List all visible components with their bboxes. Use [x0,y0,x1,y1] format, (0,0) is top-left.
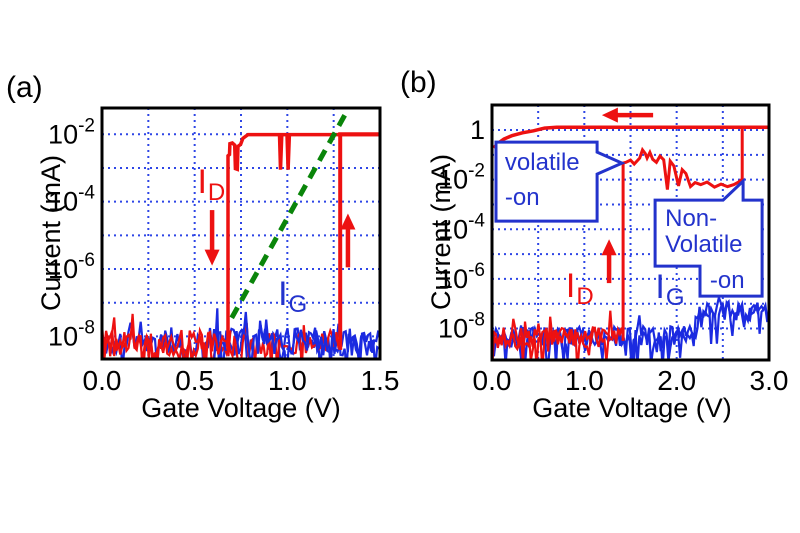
curve-label-IG: IG [655,268,684,311]
non-volatile-on-callout-box [653,177,764,298]
x-axis-title: Gate Voltage (V) [532,393,732,423]
x-tick-label: 2.0 [657,365,696,396]
y-tick-label: 10-6 [48,250,95,284]
x-tick-label: 1.5 [361,365,400,396]
curve-label-ID: ID [566,267,594,310]
non-volatile-on-callout-text: Non- [665,205,717,232]
y-tick-label: 10-4 [438,210,485,244]
y-tick-label: 1 [470,115,485,145]
volatile-on-callout-text: volatile [505,149,580,176]
reverse-sweep-arrow [601,107,654,123]
arrow-head [601,239,617,256]
x-tick-label: 0.0 [83,365,122,396]
x-axis-title: Gate Voltage (V) [141,393,341,423]
y-tick-label: 10-8 [48,317,95,351]
y-tick-label: 10-4 [48,183,95,217]
x-tick-label: 0.5 [175,365,214,396]
panel-label: (b) [400,66,437,99]
y-tick-label: 10-8 [438,309,485,343]
panel-b: volatile -on Non-Volatile -on ID IG 0.0 1.0 2.0 3… [400,66,788,423]
volatile-on-callout-text: -on [505,184,540,211]
volatile-on-callout: volatile -on [494,140,626,223]
sweep-down-arrow [204,210,220,266]
arrow-head [601,107,618,123]
y-tick-label: 10-2 [438,161,485,195]
annotations: ID IG [197,163,356,318]
non-volatile-on-callout-text: -on [710,267,745,294]
volatile-on-callout-box [494,140,626,223]
drain-current-forward-sweep [621,127,744,341]
arrow-head [340,213,356,230]
annotations: volatile -on Non-Volatile -on ID IG [494,107,764,311]
drain-current-noise-3 [103,325,232,358]
y-axis-title: Current (mA) [36,155,66,311]
x-tick-label: 3.0 [750,365,789,396]
drain-current-noise-2 [493,310,623,359]
gate-current-noise-2 [213,308,379,358]
drain-current-reverse-sweep [226,132,379,350]
plot-border [490,103,771,362]
y-tick-label: 10-2 [48,115,95,149]
non-volatile-on-callout-text: Volatile [665,231,742,258]
panel-a: ID IG 0.0 0.5 1.0 1.5 10-2 10-4 10-6 10-8 Gate Vol… [6,71,399,423]
x-tick-label: 1.0 [268,365,307,396]
non-volatile-on-callout: Non-Volatile -on [653,177,764,298]
plot-border [100,106,382,361]
x-tick-label: 1.0 [565,365,604,396]
y-axis-title: Current (mA) [426,154,456,310]
curve-label-ID: ID [197,163,225,206]
panel-label: (a) [6,71,43,104]
x-tick-label: 0.0 [473,365,512,396]
y-tick-label: 10-6 [438,260,485,294]
curve-label-IG: IG [278,275,307,318]
series [103,113,379,358]
set-up-arrow [601,239,617,284]
arrow-head [204,249,220,266]
sweep-up-arrow [340,213,356,268]
